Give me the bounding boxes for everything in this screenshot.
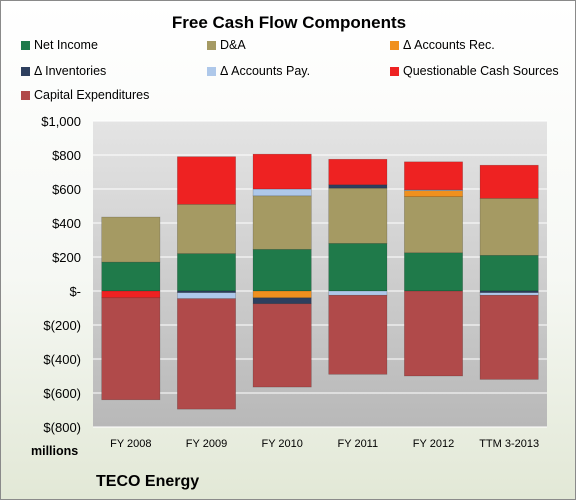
bar-d-a-fy-2012 bbox=[404, 196, 463, 254]
bar-inventories-fy-2010 bbox=[252, 297, 312, 305]
bar-net-income-ttm-3-2013 bbox=[479, 255, 539, 292]
bar-d-a-fy-2009 bbox=[177, 204, 236, 254]
y-tick-label-6: $(200) bbox=[43, 318, 81, 333]
bar-inventories-fy-2011 bbox=[328, 184, 388, 189]
legend-label-inventories: Δ Inventories bbox=[34, 64, 107, 78]
x-tick-label-3: FY 2011 bbox=[338, 438, 379, 450]
y-axis-ticks: $1,000 $800 $600 $400 $200 $- $(200) $(400) $(60… bbox=[41, 114, 81, 435]
legend-item-inventories: Δ Inventories bbox=[21, 64, 106, 78]
legend-item-net-income: Net Income bbox=[21, 38, 98, 52]
y-tick-label-7: $(400) bbox=[43, 352, 81, 367]
bar-d-a-ttm-3-2013 bbox=[479, 198, 539, 256]
bar-capital-expenditures-fy-2010 bbox=[252, 303, 312, 388]
y-tick-label-9: $(800) bbox=[43, 420, 81, 435]
units-label: millions bbox=[31, 444, 79, 458]
bar-accounts-pay-fy-2010 bbox=[252, 188, 312, 197]
plot-area bbox=[93, 121, 547, 427]
bar-net-income-fy-2011 bbox=[328, 243, 388, 292]
bar-accounts-pay-ttm-3-2013 bbox=[479, 292, 539, 296]
bar-questionable-cash-sources-fy-2011 bbox=[328, 158, 388, 186]
bar-capital-expenditures-fy-2011 bbox=[328, 294, 388, 375]
legend-item-accounts-pay: Δ Accounts Pay. bbox=[207, 64, 310, 78]
legend-label-questionable-cash: Questionable Cash Sources bbox=[403, 64, 559, 78]
x-tick-label-0: FY 2008 bbox=[110, 438, 151, 450]
bar-accounts-rec-fy-2012 bbox=[404, 190, 463, 197]
y-tick-label-0: $1,000 bbox=[41, 114, 81, 129]
legend-item-capex: Capital Expenditures bbox=[21, 88, 149, 102]
bar-capital-expenditures-fy-2008 bbox=[101, 297, 161, 401]
x-tick-label-1: FY 2009 bbox=[186, 438, 227, 450]
legend-swatch-accounts-pay bbox=[207, 66, 216, 76]
bar-net-income-fy-2010 bbox=[252, 249, 312, 292]
legend-label-capex: Capital Expenditures bbox=[34, 88, 150, 102]
legend-label-da: D&A bbox=[220, 38, 246, 52]
bar-accounts-rec-fy-2010 bbox=[252, 290, 312, 299]
y-tick-label-8: $(600) bbox=[43, 386, 81, 401]
x-tick-label-2: FY 2010 bbox=[261, 438, 302, 450]
legend-swatch-net-income bbox=[21, 40, 30, 50]
legend-label-accounts-pay: Δ Accounts Pay. bbox=[220, 64, 311, 78]
bar-d-a-fy-2010 bbox=[252, 195, 312, 250]
legend-label-net-income: Net Income bbox=[34, 38, 98, 52]
bars bbox=[101, 153, 539, 410]
bar-net-income-fy-2009 bbox=[177, 253, 236, 292]
bar-capital-expenditures-ttm-3-2013 bbox=[479, 294, 539, 380]
bar-questionable-cash-sources-fy-2008 bbox=[101, 290, 161, 299]
bar-capital-expenditures-fy-2012 bbox=[404, 290, 463, 377]
legend-item-accounts-rec: Δ Accounts Rec. bbox=[390, 38, 495, 52]
x-tick-label-4: FY 2012 bbox=[413, 438, 454, 450]
company-label: TECO Energy bbox=[96, 473, 200, 490]
bar-questionable-cash-sources-fy-2012 bbox=[404, 161, 463, 191]
y-tick-label-3: $400 bbox=[52, 216, 81, 231]
gridlines bbox=[93, 120, 547, 428]
bar-questionable-cash-sources-fy-2009 bbox=[177, 156, 236, 205]
legend-swatch-inventories bbox=[21, 66, 30, 76]
x-axis-ticks: FY 2008 FY 2009 FY 2010 FY 2011 FY 2012 TTM 3… bbox=[110, 438, 539, 450]
x-tick-label-5: TTM 3-2013 bbox=[479, 438, 539, 450]
bar-accounts-pay-fy-2011 bbox=[328, 290, 388, 296]
bar-questionable-cash-sources-ttm-3-2013 bbox=[479, 164, 539, 199]
bar-d-a-fy-2008 bbox=[101, 216, 161, 263]
chart-title: Free Cash Flow Components bbox=[171, 13, 407, 32]
legend-item-da: D&A bbox=[207, 38, 246, 52]
legend-swatch-questionable-cash bbox=[390, 66, 399, 76]
legend-label-accounts-rec: Δ Accounts Rec. bbox=[403, 38, 495, 52]
bar-accounts-pay-fy-2009 bbox=[177, 292, 236, 299]
y-tick-label-2: $600 bbox=[52, 182, 81, 197]
y-tick-label-4: $200 bbox=[52, 250, 81, 265]
y-tick-label-5: $- bbox=[69, 284, 81, 299]
bar-d-a-fy-2011 bbox=[328, 187, 388, 244]
legend-swatch-capex bbox=[21, 90, 30, 100]
y-tick-label-1: $800 bbox=[52, 148, 81, 163]
legend-swatch-da bbox=[207, 40, 216, 50]
legend-item-questionable-cash: Questionable Cash Sources bbox=[390, 64, 559, 78]
bar-net-income-fy-2012 bbox=[404, 252, 463, 292]
bar-questionable-cash-sources-fy-2010 bbox=[252, 153, 312, 190]
bar-net-income-fy-2008 bbox=[101, 261, 161, 292]
bar-capital-expenditures-fy-2009 bbox=[177, 298, 236, 410]
legend-swatch-accounts-rec bbox=[390, 40, 399, 50]
